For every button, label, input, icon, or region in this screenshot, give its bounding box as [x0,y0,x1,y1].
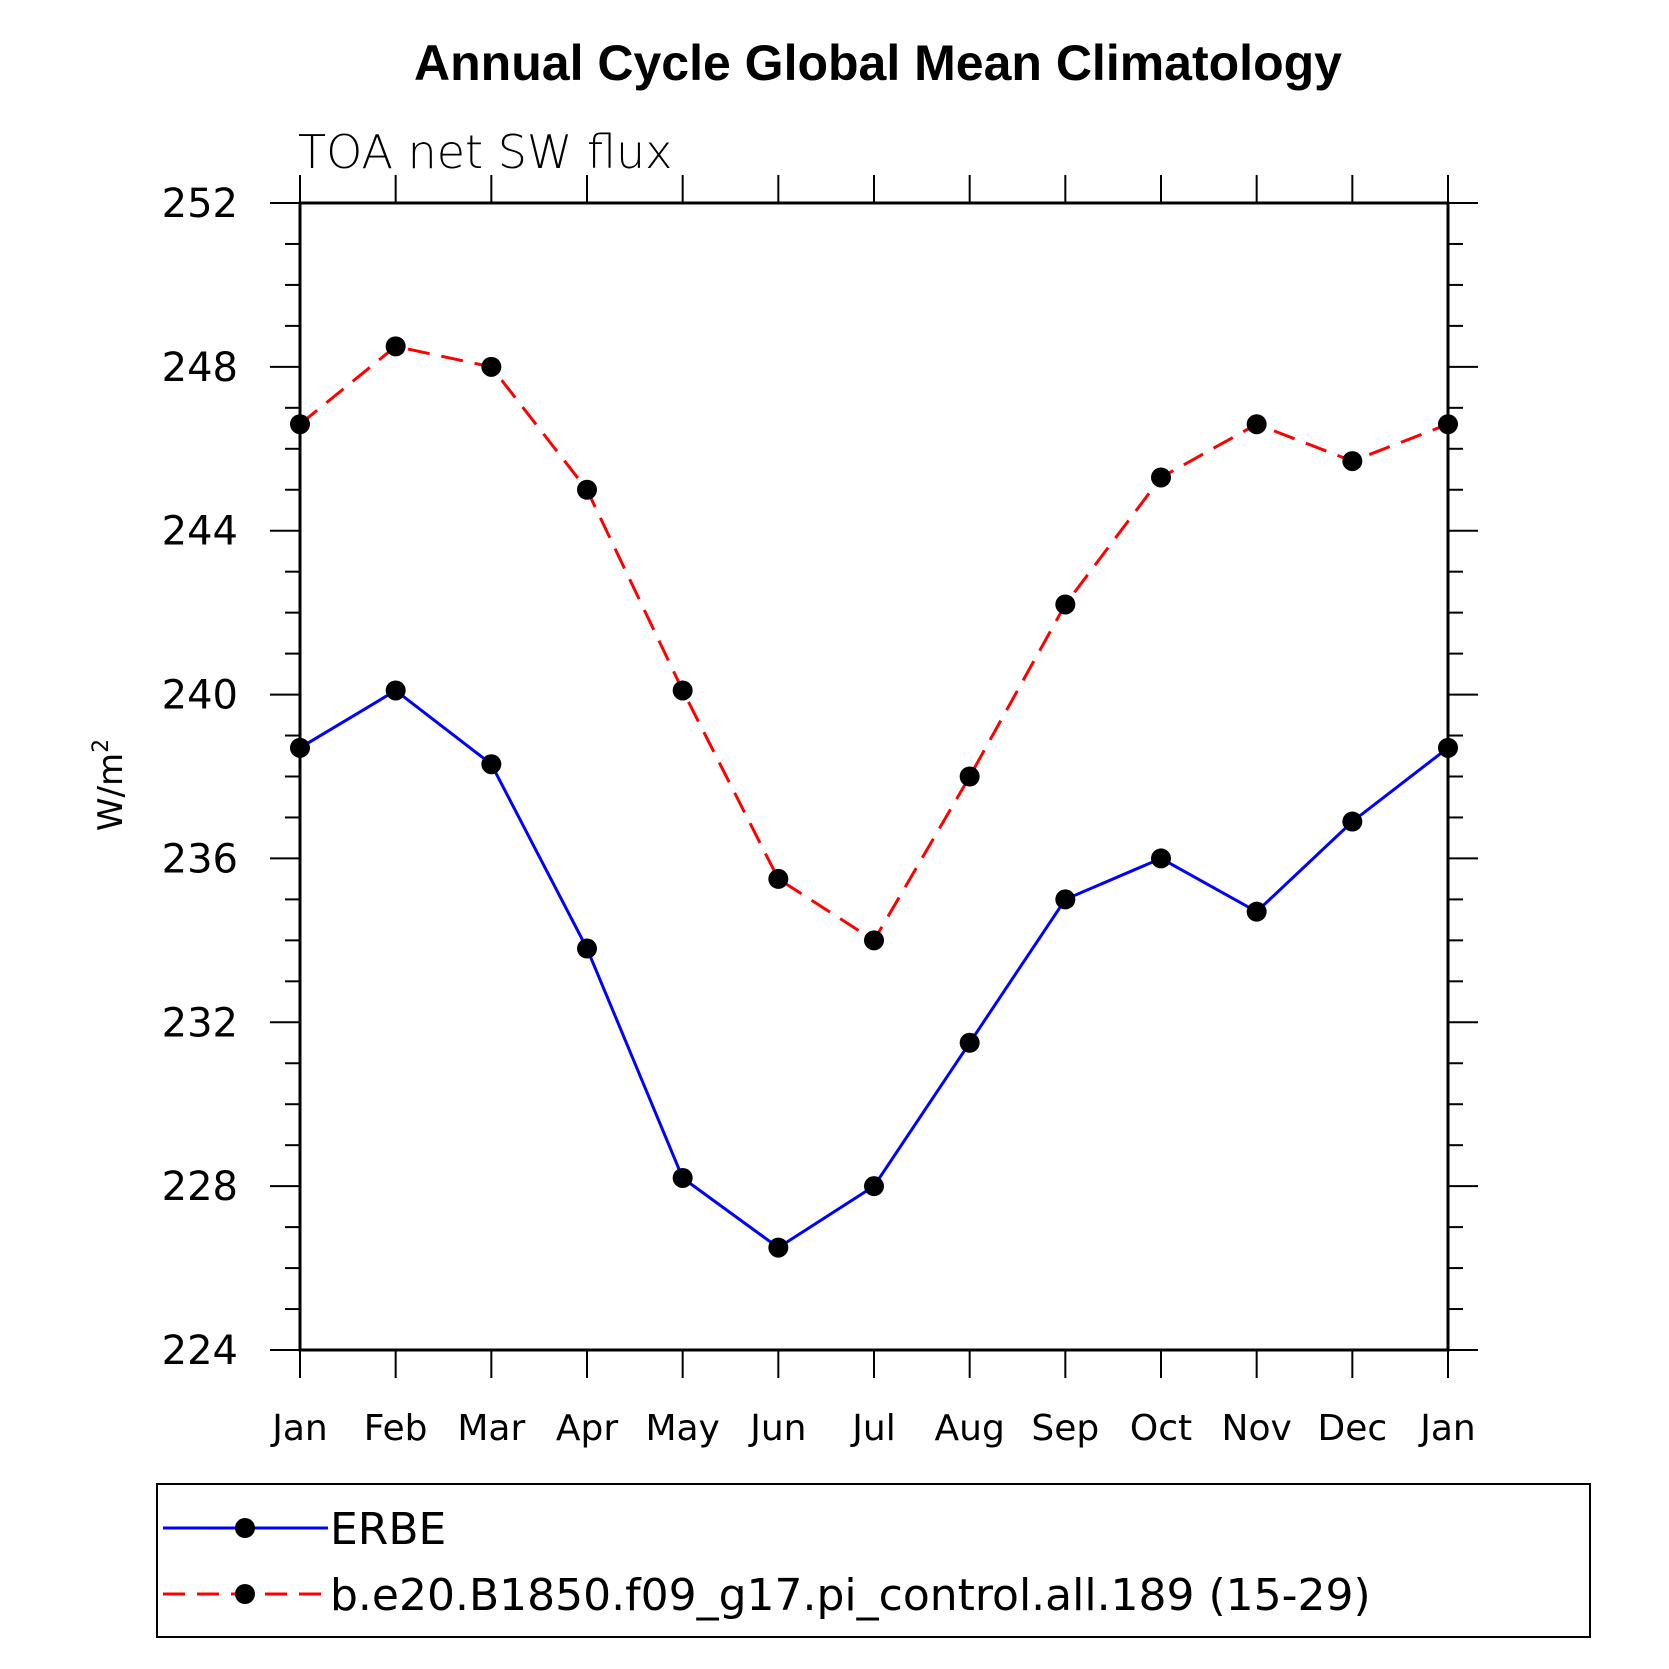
series-point-1 [959,766,980,787]
series-point-0 [481,754,502,775]
plot-frame [298,201,1450,1352]
legend-marker-model [235,1584,255,1604]
series-point-1 [577,479,597,500]
y-tick-label: 228 [162,1164,238,1210]
y-tick-label: 244 [162,509,238,555]
y-tick-label: 232 [162,1000,238,1046]
legend: ERBE b.e20.B1850.f09_g17.pi_control.all.… [156,1483,1591,1638]
series-point-1 [672,680,693,701]
series-point-0 [385,680,406,701]
series-line-1 [299,344,1449,943]
x-tick-label: Jan [270,1408,328,1449]
series-point-1 [1342,451,1363,472]
x-tick-label: Oct [1130,1408,1192,1449]
series-point-1 [864,930,884,951]
series-point-0 [1055,889,1076,910]
series-point-1 [1246,414,1267,435]
series-point-1 [290,414,310,435]
axis-ticks [270,175,1478,1378]
y-axis-label-text: W/m [91,753,131,831]
x-tick-label: Jul [850,1408,895,1449]
y-tick-label: 224 [162,1328,238,1374]
x-tick-label: Dec [1317,1408,1387,1449]
chart-title: Annual Cycle Global Mean Climatology [414,35,1342,91]
series-point-0 [1438,737,1458,758]
series-point-1 [1438,414,1458,435]
x-tick-label: Apr [556,1408,618,1449]
series-point-0 [864,1176,884,1197]
x-tick-label: Aug [935,1408,1005,1449]
x-tick-label: Jun [748,1408,806,1449]
y-tick-label: 236 [162,836,238,882]
x-tick-label: Jan [1418,1408,1476,1449]
series-markers [290,336,1458,1258]
series-point-0 [768,1237,789,1258]
series-point-0 [672,1167,693,1188]
y-tick-label: 252 [162,181,238,227]
series-point-0 [577,938,597,959]
chart-subtitle: TOA net SW flux [298,125,672,179]
legend-box [156,1483,1591,1638]
legend-marker-erbe [235,1518,255,1538]
y-tick-label: 240 [162,673,238,719]
series-point-0 [290,737,310,758]
x-tick-labels: Jan Feb Mar Apr May Jun Jul Aug Sep Oct Nov Dec Jan [270,1408,1476,1449]
legend-label-erbe: ERBE [330,1504,446,1555]
y-axis-label-superscript: 2 [89,739,114,753]
series-line-0 [299,688,1449,1250]
series-point-1 [768,868,789,889]
x-tick-label: Nov [1222,1408,1292,1449]
series-point-1 [385,336,406,357]
series-point-1 [1055,594,1076,615]
x-tick-label: Mar [457,1408,525,1449]
series-point-1 [481,356,502,377]
x-tick-label: Sep [1031,1408,1099,1449]
y-axis-label: W/m2 [89,739,131,831]
series-point-0 [1246,901,1267,922]
series-lines [299,344,1449,1250]
x-tick-label: Feb [364,1408,428,1449]
series-point-0 [1342,811,1363,832]
series-point-0 [959,1032,980,1053]
legend-label-model: b.e20.B1850.f09_g17.pi_control.all.189 (… [330,1570,1371,1621]
series-point-0 [1151,848,1171,869]
series-point-1 [1151,467,1171,488]
y-tick-labels: 224 228 232 236 240 244 248 252 [162,181,238,1374]
y-tick-label: 248 [162,345,238,391]
x-tick-label: May [645,1408,719,1449]
